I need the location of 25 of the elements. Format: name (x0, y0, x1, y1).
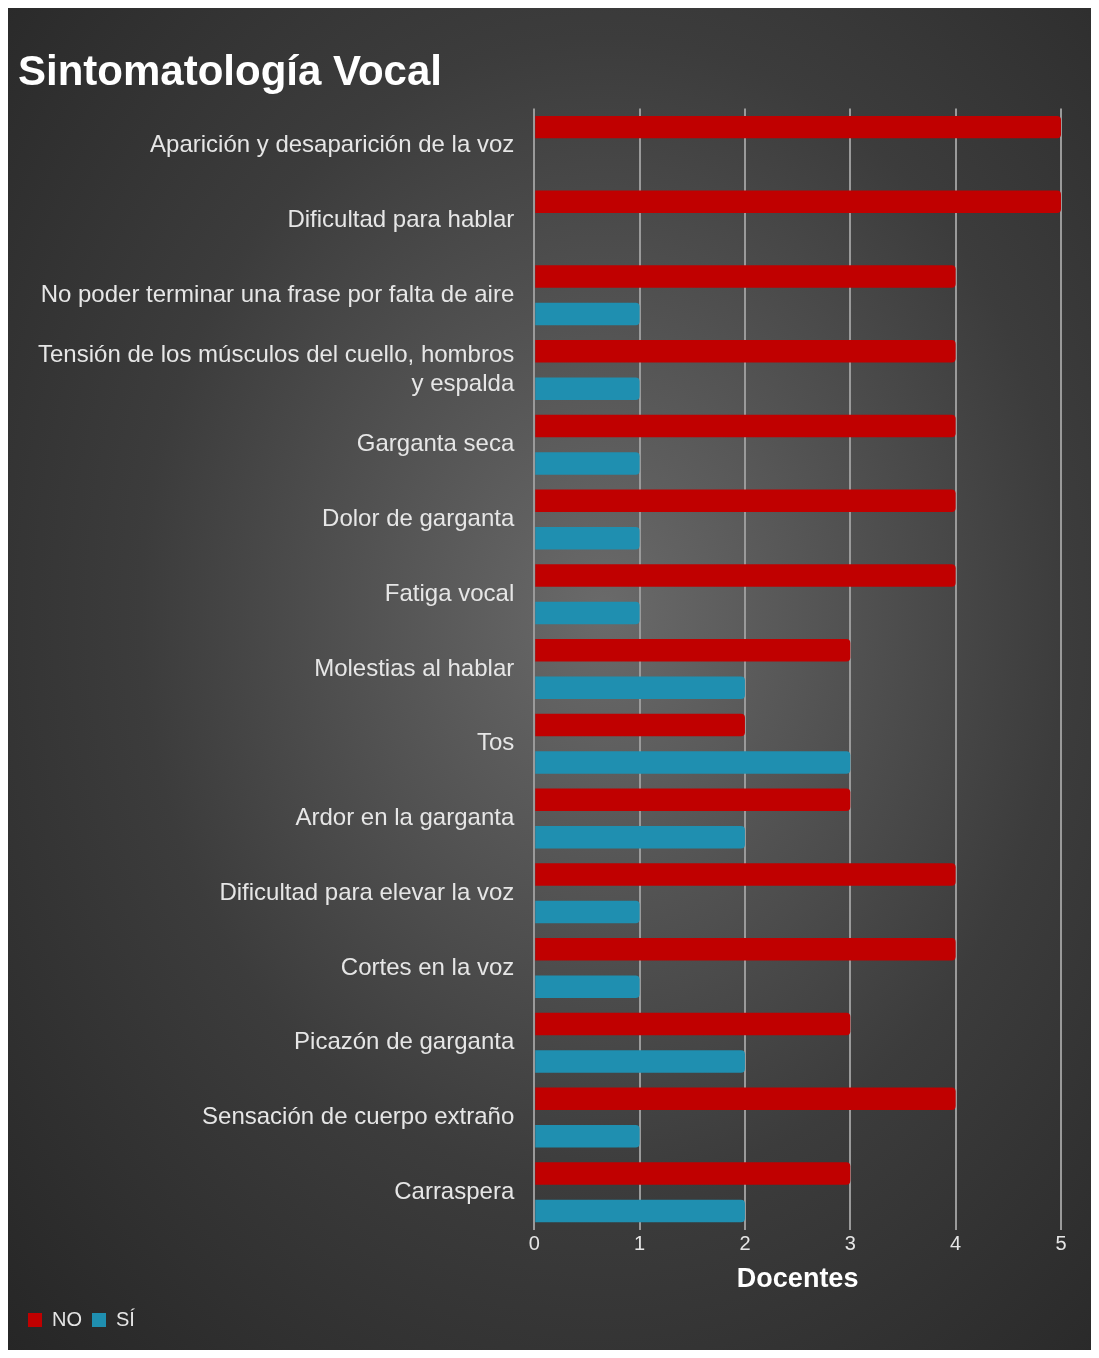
y-tick-label: Sensación de cuerpo extraño (202, 1102, 515, 1130)
x-tick-label: 1 (634, 1232, 646, 1255)
legend-label: NO (52, 1307, 82, 1330)
x-tick-label: 5 (1055, 1232, 1067, 1255)
y-tick-label: Molestias al hablar (314, 653, 515, 681)
y-tick-label: No poder terminar una frase por falta de aire (40, 279, 515, 307)
y-tick-label: Tensión de los músculos del cuello, hombros y espalda (38, 340, 515, 397)
y-tick-label: Dificultad para elevar la voz (219, 877, 515, 905)
chart-title: Sintomatología Vocal (18, 46, 442, 94)
x-tick-label: 0 (528, 1232, 540, 1255)
x-tick-label: 4 (950, 1232, 962, 1255)
y-tick-label: Carraspera (394, 1176, 515, 1204)
x-axis-title: Docentes (736, 1263, 859, 1294)
x-tick-label: 3 (844, 1232, 856, 1255)
y-tick-label: Garganta seca (356, 429, 515, 457)
y-tick-label: Fatiga vocal (384, 578, 515, 606)
y-tick-label: Tos (476, 728, 515, 756)
y-tick-label: Cortes en la voz (340, 952, 515, 980)
legend-label: SÍ (116, 1307, 136, 1330)
y-tick-label: Dolor de garganta (322, 504, 515, 532)
x-tick-label: 2 (739, 1232, 751, 1255)
y-tick-label: Picazón de garganta (294, 1027, 515, 1055)
y-tick-label: Ardor en la garganta (295, 803, 515, 831)
y-tick-label: Dificultad para hablar (287, 205, 515, 233)
y-tick-label: Aparición y desaparición de la voz (150, 130, 515, 158)
